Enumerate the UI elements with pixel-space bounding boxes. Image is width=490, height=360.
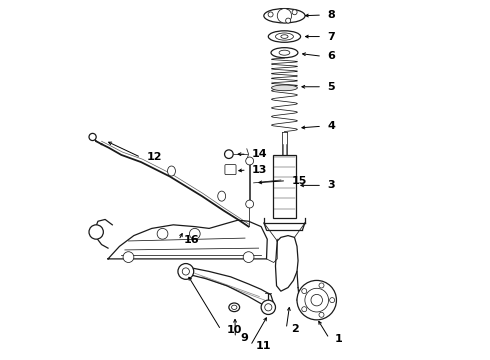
Circle shape <box>245 157 254 165</box>
Text: 5: 5 <box>327 82 335 92</box>
Ellipse shape <box>271 85 297 91</box>
Circle shape <box>302 289 307 294</box>
Circle shape <box>286 18 291 23</box>
Text: 9: 9 <box>241 333 248 343</box>
Circle shape <box>311 294 322 306</box>
Circle shape <box>261 300 275 315</box>
Ellipse shape <box>232 305 237 310</box>
Circle shape <box>123 252 134 262</box>
Circle shape <box>319 283 324 288</box>
Text: 13: 13 <box>252 165 268 175</box>
Text: 3: 3 <box>327 180 335 190</box>
Circle shape <box>302 307 307 312</box>
Text: 15: 15 <box>292 176 307 186</box>
Text: 7: 7 <box>327 32 335 41</box>
Circle shape <box>178 264 194 279</box>
Ellipse shape <box>218 191 225 201</box>
Circle shape <box>224 150 233 158</box>
Ellipse shape <box>168 166 175 176</box>
Circle shape <box>89 225 103 239</box>
Polygon shape <box>108 220 267 259</box>
Circle shape <box>330 298 335 303</box>
Circle shape <box>157 228 168 239</box>
Text: 16: 16 <box>184 235 199 245</box>
Polygon shape <box>184 268 274 311</box>
Circle shape <box>190 228 200 239</box>
Polygon shape <box>275 235 298 291</box>
Text: 1: 1 <box>335 333 343 343</box>
Circle shape <box>277 9 292 23</box>
Polygon shape <box>273 155 296 218</box>
Text: 10: 10 <box>226 325 242 335</box>
Circle shape <box>305 288 329 312</box>
Ellipse shape <box>229 303 240 312</box>
Text: 14: 14 <box>252 149 268 159</box>
Ellipse shape <box>269 31 300 42</box>
Ellipse shape <box>264 9 305 23</box>
Ellipse shape <box>275 33 294 40</box>
Circle shape <box>319 312 324 317</box>
Text: 12: 12 <box>147 152 162 162</box>
Circle shape <box>245 200 254 208</box>
Polygon shape <box>248 160 250 205</box>
Ellipse shape <box>279 50 290 55</box>
Ellipse shape <box>281 35 288 39</box>
FancyBboxPatch shape <box>225 165 236 175</box>
Text: 11: 11 <box>256 341 271 351</box>
Circle shape <box>182 268 190 275</box>
Circle shape <box>89 134 96 140</box>
Circle shape <box>297 280 337 320</box>
Circle shape <box>268 12 273 17</box>
Text: 8: 8 <box>327 10 335 20</box>
Text: 6: 6 <box>327 51 335 61</box>
Circle shape <box>292 10 297 15</box>
Circle shape <box>265 304 272 311</box>
Circle shape <box>243 252 254 262</box>
Text: 2: 2 <box>292 324 299 334</box>
Ellipse shape <box>271 48 298 58</box>
Text: 4: 4 <box>327 121 335 131</box>
